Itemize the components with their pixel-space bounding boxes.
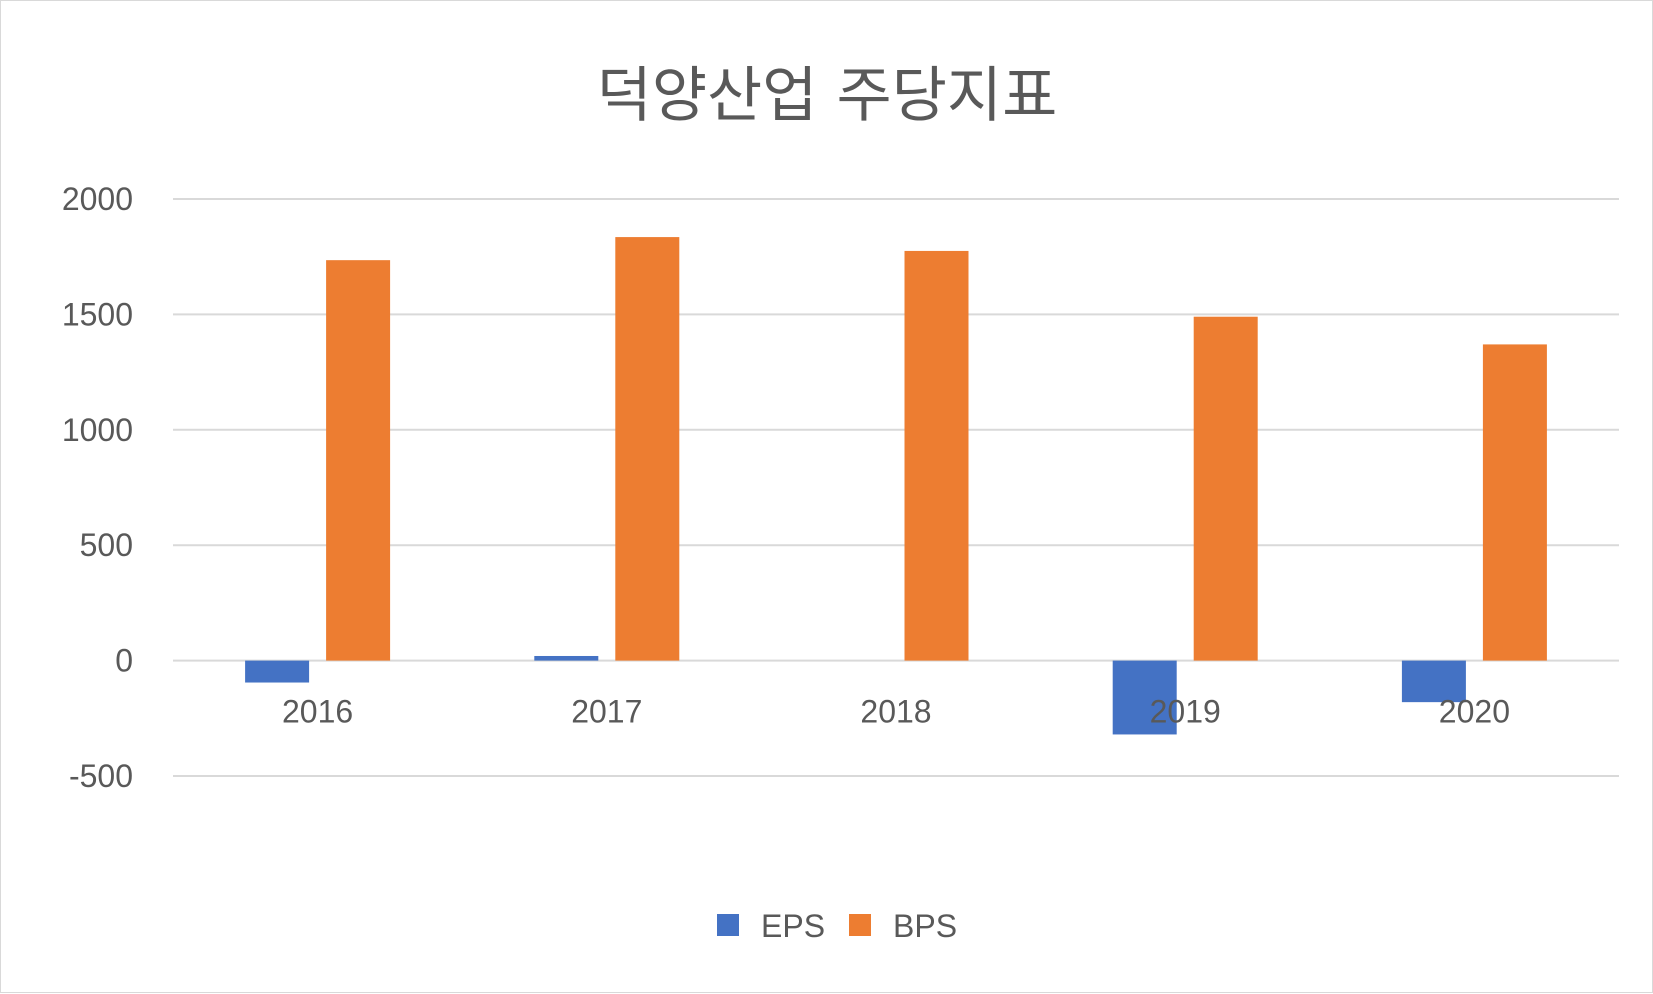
y-tick-label: -500 [69, 758, 133, 794]
bar-eps-2016 [245, 660, 310, 683]
y-tick-label: 1500 [62, 296, 133, 332]
x-tick-label: 2018 [860, 694, 931, 730]
bar-eps-2017 [534, 655, 599, 661]
bar-eps-2020 [1401, 660, 1466, 703]
bar-bps-2016 [326, 260, 391, 661]
bar-bps-2017 [615, 237, 680, 661]
bar-bps-2018 [904, 250, 969, 661]
legend-label-eps: EPS [761, 908, 825, 944]
y-tick-label: 1000 [62, 412, 133, 448]
y-tick-label: 500 [80, 527, 133, 563]
bar-bps-2019 [1193, 316, 1258, 661]
bars [245, 237, 1547, 735]
x-axis-tick-labels: 2016 2017 2018 2019 2020 [282, 694, 1510, 730]
bar-bps-2020 [1482, 344, 1547, 661]
gridlines [173, 198, 1619, 777]
legend-swatch-eps [717, 914, 739, 936]
legend-label-bps: BPS [893, 908, 957, 944]
x-tick-label: 2017 [571, 694, 642, 730]
chart-title: 덕양산업 주당지표 [597, 61, 1058, 131]
x-tick-label: 2019 [1150, 694, 1221, 730]
x-tick-label: 2020 [1439, 694, 1510, 730]
y-axis-tick-labels: 2000 1500 1000 500 0 -500 [62, 181, 133, 794]
y-tick-label: 0 [115, 643, 133, 679]
y-tick-label: 2000 [62, 181, 133, 217]
bar-eps-2019 [1112, 660, 1177, 735]
x-tick-label: 2016 [282, 694, 353, 730]
legend-swatch-bps [849, 914, 871, 936]
legend: EPS BPS [717, 908, 957, 944]
